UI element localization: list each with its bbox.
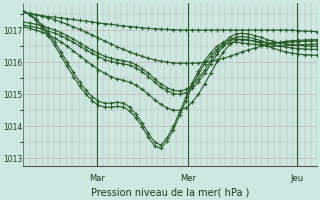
X-axis label: Pression niveau de la mer( hPa ): Pression niveau de la mer( hPa ) [91, 187, 250, 197]
